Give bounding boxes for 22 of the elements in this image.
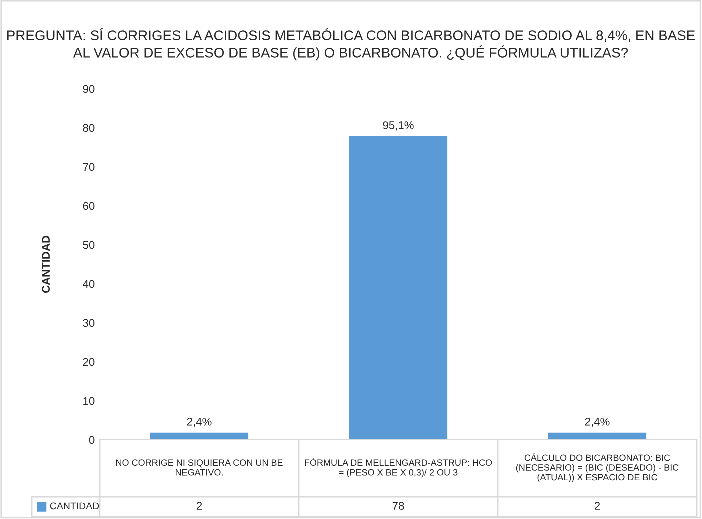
y-tick-label: 30 xyxy=(83,319,95,328)
x-tick-label: NO CORRIGE NI SIQUIERA CON UN BE NEGATIVO. xyxy=(116,460,283,476)
annotation: 2,4% xyxy=(585,418,610,428)
y-tick-label: 40 xyxy=(83,280,95,288)
data-label: 78 xyxy=(392,502,404,510)
chart-title: PREGUNTA: SÍ CORRIGES LA ACIDOSIS METABÓLICA CON BICARBONATO DE SODIO AL 8,4%, EN BASE AL VALOR DE EXCESO DE BASE (EB) O BICARBONATO. ¿QUÉ FÓRMULA UTILIZAS? xyxy=(8,28,696,61)
y-tick-label: 80 xyxy=(83,124,95,132)
x-tick-label: CÁLCULO DO BICARBONATO: BIC (NECESARIO) = (BIC (DESEADO) - BIC (ATUAL)) X ESPACIO DE BIC xyxy=(516,453,679,482)
y-tick-label: 90 xyxy=(83,85,95,94)
data-label: 2 xyxy=(594,502,600,510)
annotation: 95,1% xyxy=(383,122,414,131)
annotation: 2,4% xyxy=(187,418,212,428)
y-axis-title: CANTIDAD xyxy=(42,236,50,294)
y-tick-label: 0 xyxy=(89,436,95,444)
y-tick-label: 70 xyxy=(83,163,95,172)
legend-label: CANTIDAD xyxy=(50,502,100,510)
y-tick-label: 20 xyxy=(83,358,95,366)
y-tick-label: 10 xyxy=(84,397,95,406)
data-label: 2 xyxy=(196,502,202,510)
x-tick-label: FÓRMULA DE MELLENGARD-ASTRUP: HCO = (PESO X BE X 0,3)/ 2 OU 3 xyxy=(305,458,492,478)
y-tick-label: 50 xyxy=(83,241,95,250)
y-tick-label: 60 xyxy=(83,202,95,210)
